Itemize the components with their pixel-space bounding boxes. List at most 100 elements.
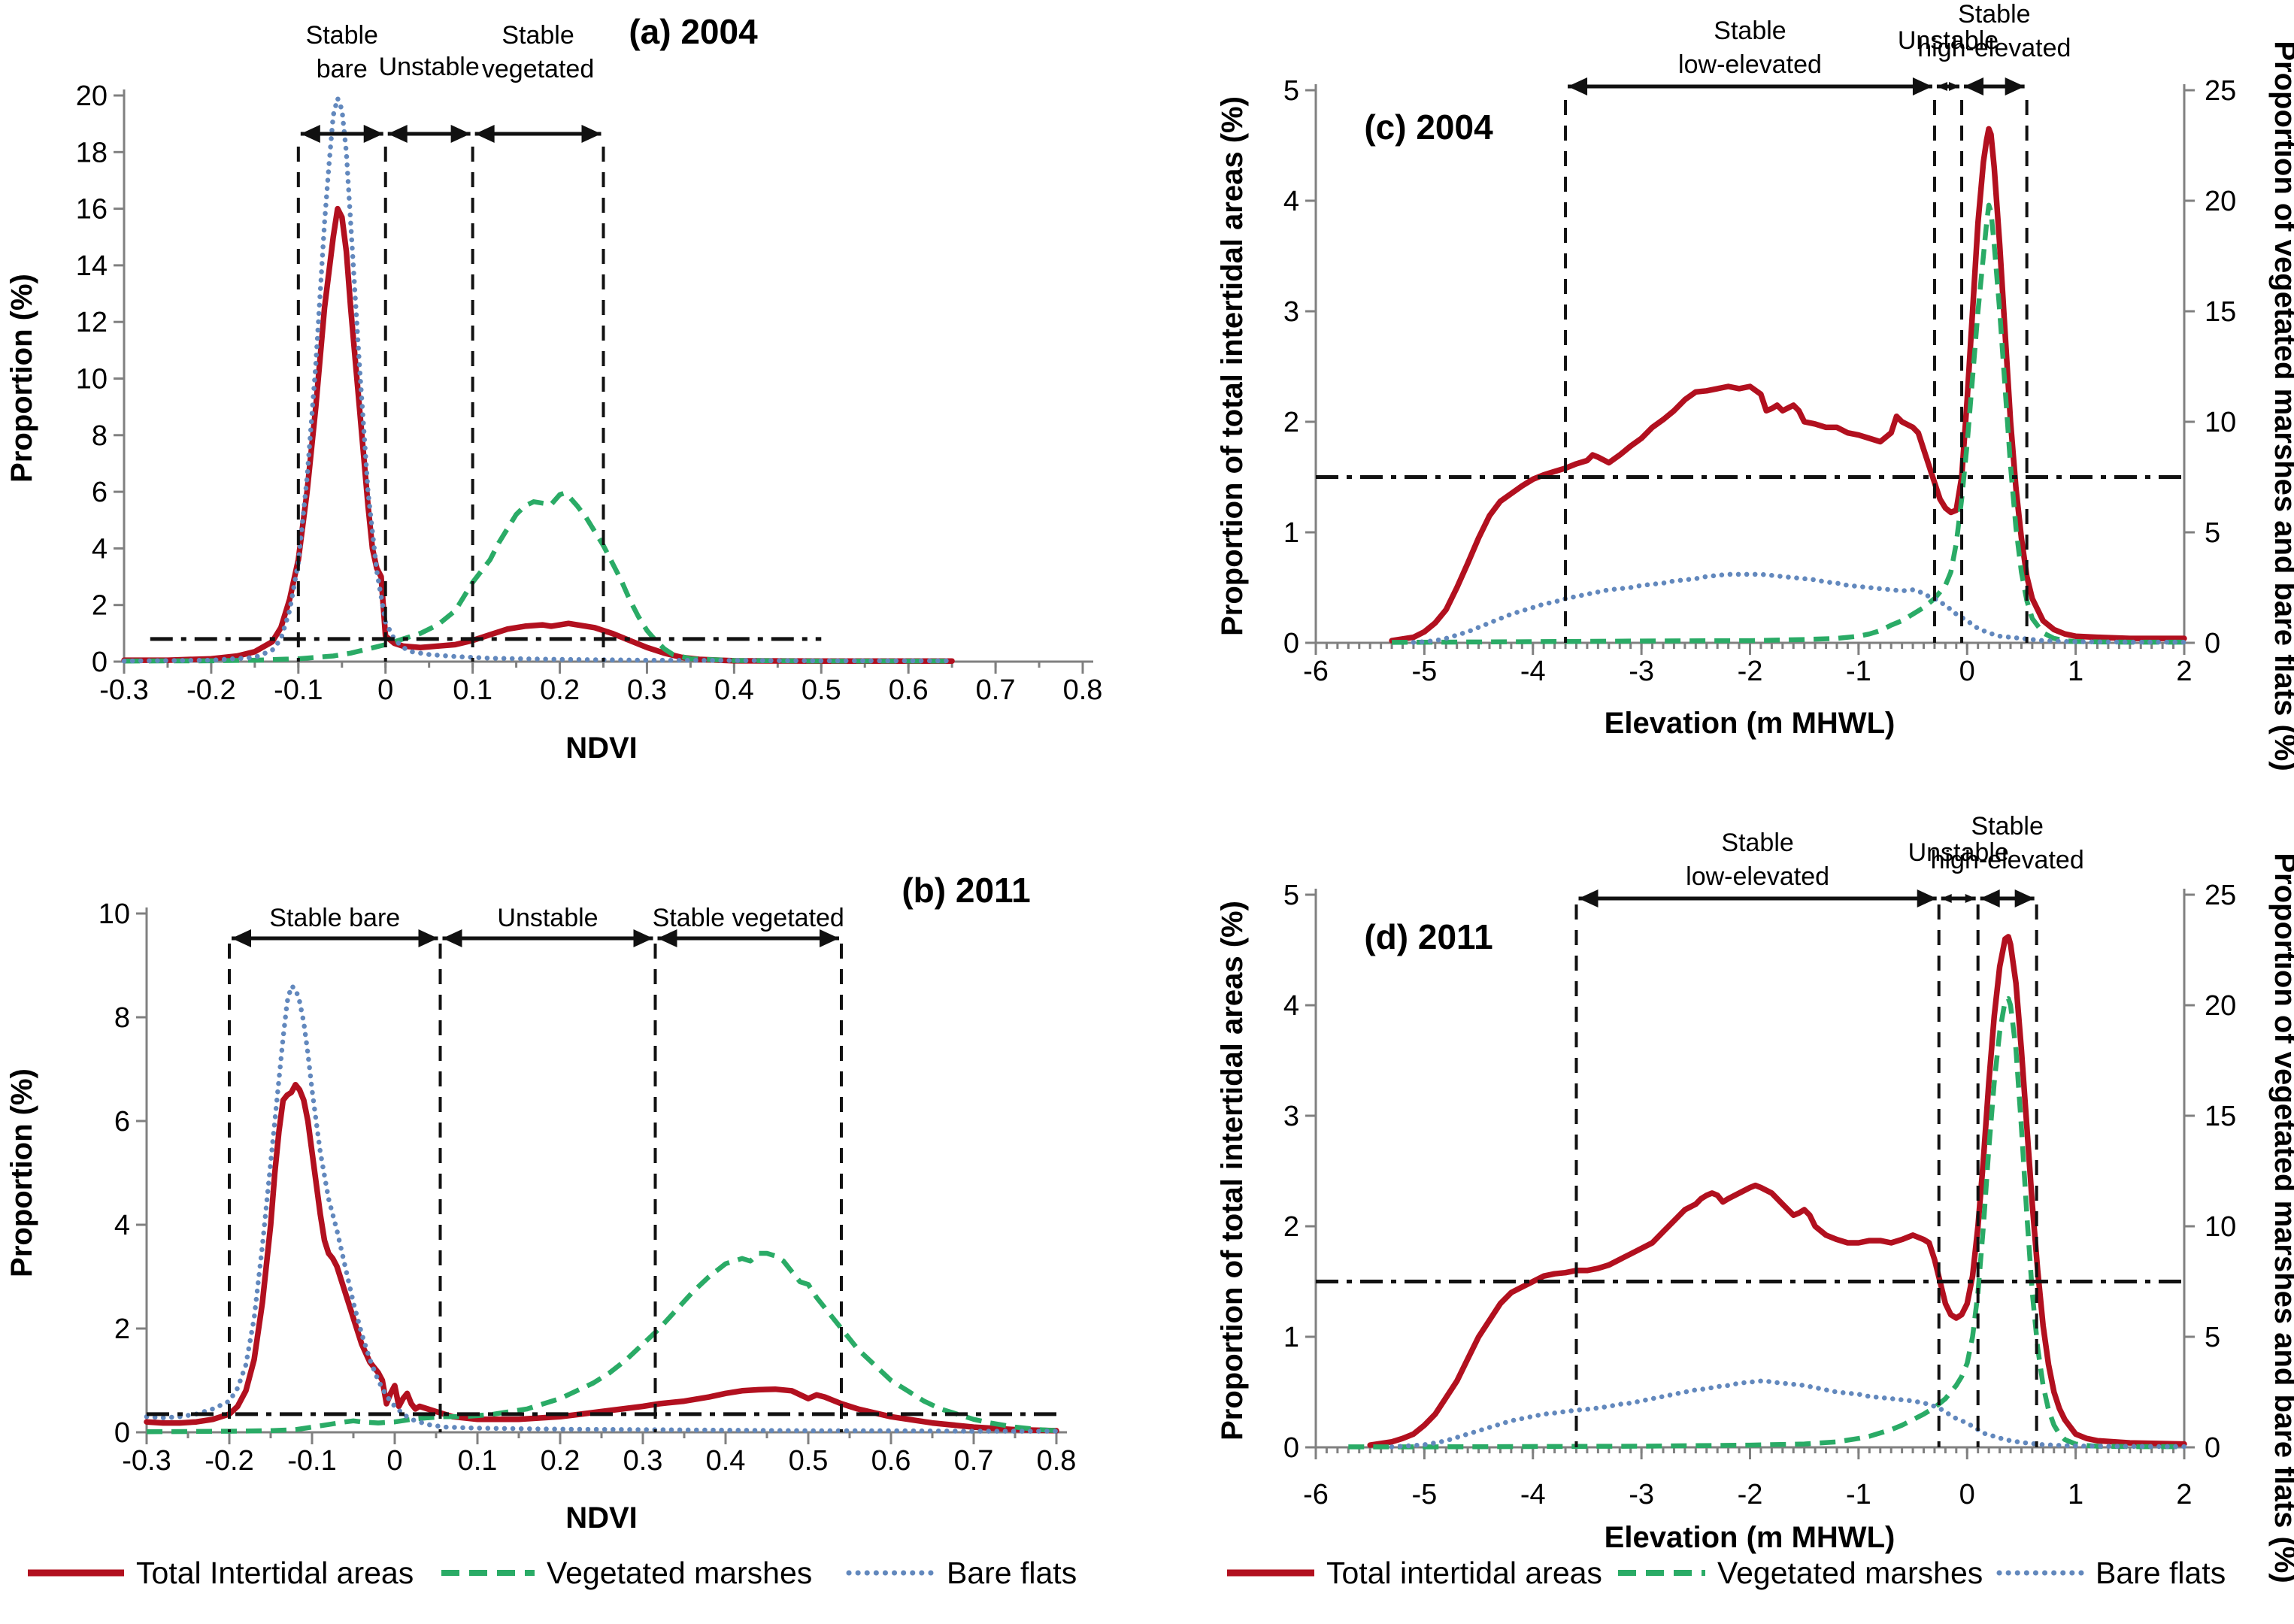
y-tick-label: 4 xyxy=(1283,186,1299,217)
region-label: Stable vegetated xyxy=(653,904,844,932)
x-tick-label: -2 xyxy=(1738,656,1763,687)
y-tick-label: 0 xyxy=(114,1417,130,1449)
solid-line-key-icon xyxy=(1227,1569,1314,1577)
series-total_intertidal xyxy=(1367,934,2187,1448)
arrowhead-icon xyxy=(657,929,677,947)
y-tick-label: 6 xyxy=(92,477,108,508)
arrowhead-icon xyxy=(300,125,320,143)
x-tick-label: 0.2 xyxy=(540,674,580,706)
region-label: Stable bare xyxy=(269,904,400,932)
arrowhead-icon xyxy=(474,125,495,143)
y-tick-right-label: 25 xyxy=(2205,75,2236,107)
series-vegetated_marshes xyxy=(146,1250,1057,1435)
y-tick-label: 5 xyxy=(1283,880,1299,911)
x-tick-label: 0.3 xyxy=(627,674,667,706)
y-tick-right-label: 0 xyxy=(2205,628,2220,659)
x-tick-label: 2 xyxy=(2176,1479,2192,1510)
arrowhead-icon xyxy=(418,929,438,947)
dashed-line-key-icon xyxy=(1618,1570,1705,1576)
y-tick-right-label: 10 xyxy=(2205,407,2236,438)
x-tick-label: -6 xyxy=(1303,1479,1329,1510)
y-tick-label: 8 xyxy=(114,1002,130,1034)
y-tick-label: 2 xyxy=(92,590,108,622)
region-label: Stable xyxy=(502,21,574,50)
arrowhead-icon xyxy=(1949,82,1960,91)
y-tick-label: 16 xyxy=(76,194,108,226)
region-label: low-elevated xyxy=(1686,862,1829,891)
panel-d: -6 -5 -4 -3 -2 -1 0 1 20123450510152025Stablelow… xyxy=(1216,812,2294,1583)
x-tick-label: 0.8 xyxy=(1063,674,1103,706)
arrowhead-icon xyxy=(1917,889,1937,907)
x-tick-label: 0.1 xyxy=(453,674,492,706)
panel-b: -0.3 -0.2 -0.1 0 0.1 0.2 0.3 0.4 0.5 0.6 0.7 0.8 0 2 4… xyxy=(5,871,1076,1535)
legend-label: Bare flats xyxy=(947,1555,1077,1590)
y-tick-right-label: 20 xyxy=(2205,990,2236,1022)
region-label: high-elevated xyxy=(1917,34,2071,62)
legend-item-vegetated-marshes: Vegetated marshes xyxy=(440,1550,812,1595)
y-tick-label: 10 xyxy=(76,364,108,395)
legend-label: Bare flats xyxy=(2096,1555,2226,1590)
y-tick-label: 4 xyxy=(92,533,108,565)
x-axis-title: NDVI xyxy=(565,1501,638,1535)
series-total_intertidal xyxy=(121,205,955,664)
x-tick-label: -0.3 xyxy=(122,1445,171,1477)
arrowhead-icon xyxy=(820,929,839,947)
panel-a: -0.3 -0.2 -0.1 0 0.1 0.2 0.3 0.4 0.5 0.6 0.7 0.8 0 2 4… xyxy=(5,12,1102,765)
y-axis-title: Proportion of total intertidal areas (%) xyxy=(1216,96,1249,636)
region-label: Unstable xyxy=(379,53,480,81)
region-label: Stable xyxy=(1714,17,1786,45)
y-tick-label: 3 xyxy=(1283,1101,1299,1132)
arrowhead-icon xyxy=(1568,77,1588,95)
y-tick-label: 6 xyxy=(114,1106,130,1138)
y-tick-label: 3 xyxy=(1283,296,1299,328)
series-vegetated_marshes xyxy=(123,490,953,664)
y-tick-label: 12 xyxy=(76,307,108,338)
y-tick-label: 4 xyxy=(114,1210,130,1241)
x-tick-label: 0 xyxy=(386,1445,402,1477)
x-tick-label: -2 xyxy=(1738,1479,1763,1510)
legend-label: Total intertidal areas xyxy=(1326,1555,1602,1590)
y-tick-label: 2 xyxy=(1283,1211,1299,1243)
x-tick-label: 0 xyxy=(1959,1479,1975,1510)
x-tick-label: 0.5 xyxy=(802,674,841,706)
x-tick-label: 0.8 xyxy=(1037,1445,1077,1477)
y-tick-label: 10 xyxy=(98,898,130,930)
y-tick-right-label: 15 xyxy=(2205,1101,2236,1132)
arrowhead-icon xyxy=(581,125,602,143)
x-tick-label: 0.6 xyxy=(871,1445,911,1477)
x-axis-title: Elevation (m MHWL) xyxy=(1605,707,1896,740)
x-tick-label: 0.1 xyxy=(458,1445,498,1477)
solid-line-key-icon xyxy=(28,1569,124,1577)
x-tick-label: -1 xyxy=(1846,656,1871,687)
y-tick-label: 0 xyxy=(1283,628,1299,659)
y-axis-title: Proportion of total intertidal areas (%) xyxy=(1216,901,1249,1441)
arrowhead-icon xyxy=(1912,77,1932,95)
x-tick-label: 0.6 xyxy=(889,674,929,706)
x-tick-label: -1 xyxy=(1846,1479,1871,1510)
x-tick-label: -0.1 xyxy=(274,674,323,706)
legend-right: Total intertidal areas Vegetated marshes… xyxy=(0,1550,2294,1595)
y-tick-label: 8 xyxy=(92,420,108,452)
x-axis-title: NDVI xyxy=(565,732,638,765)
y-tick-right-label: 5 xyxy=(2205,1322,2220,1353)
series-bare_flats xyxy=(1411,571,2187,645)
arrowhead-icon xyxy=(450,125,471,143)
series-bare_flats xyxy=(1389,1378,2187,1450)
x-tick-label: 1 xyxy=(2068,656,2083,687)
x-tick-label: -3 xyxy=(1629,1479,1654,1510)
x-tick-label: -4 xyxy=(1520,1479,1546,1510)
x-tick-label: -3 xyxy=(1629,656,1654,687)
arrowhead-icon xyxy=(1964,77,1984,95)
arrowhead-icon xyxy=(2014,889,2035,907)
x-tick-label: 0.4 xyxy=(714,674,754,706)
y-tick-right-label: 15 xyxy=(2205,296,2236,328)
legend-label: Vegetated marshes xyxy=(547,1555,813,1590)
region-label: bare xyxy=(317,55,368,83)
panel-title: (c) 2004 xyxy=(1364,108,1493,147)
x-tick-label: 0.7 xyxy=(954,1445,994,1477)
y-tick-label: 18 xyxy=(76,137,108,168)
arrowhead-icon xyxy=(387,125,408,143)
y-tick-label: 20 xyxy=(76,80,108,112)
x-tick-label: -4 xyxy=(1520,656,1546,687)
y-tick-label: 0 xyxy=(92,647,108,678)
